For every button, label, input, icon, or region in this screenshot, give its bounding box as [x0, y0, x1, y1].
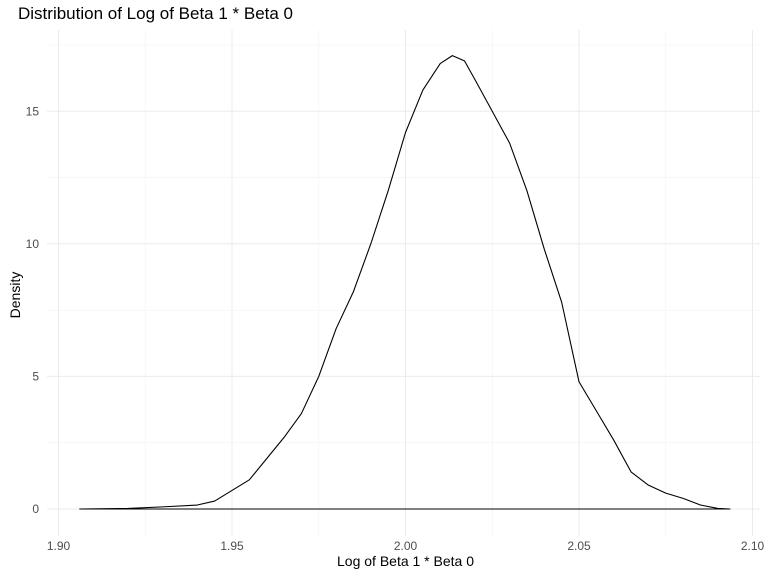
series-group [79, 55, 731, 510]
x-tick-label: 1.90 [47, 539, 71, 553]
y-tick-labels: 0 5 10 15 [26, 104, 40, 516]
x-tick-label: 2.00 [394, 539, 418, 553]
y-tick-label: 0 [32, 502, 39, 516]
major-gridlines [47, 30, 760, 536]
y-tick-label: 15 [26, 104, 40, 118]
minor-gridlines [47, 30, 760, 536]
x-tick-label: 2.10 [741, 539, 765, 553]
y-axis-title: Density [7, 272, 23, 319]
y-tick-label: 10 [26, 237, 40, 251]
x-tick-label: 2.05 [567, 539, 591, 553]
x-axis-title: Log of Beta 1 * Beta 0 [337, 553, 474, 569]
y-tick-label: 5 [32, 369, 39, 383]
chart-title: Distribution of Log of Beta 1 * Beta 0 [18, 4, 294, 23]
density-curve [79, 55, 731, 510]
x-tick-label: 1.95 [220, 539, 244, 553]
x-tick-labels: 1.90 1.95 2.00 2.05 2.10 [47, 539, 765, 553]
